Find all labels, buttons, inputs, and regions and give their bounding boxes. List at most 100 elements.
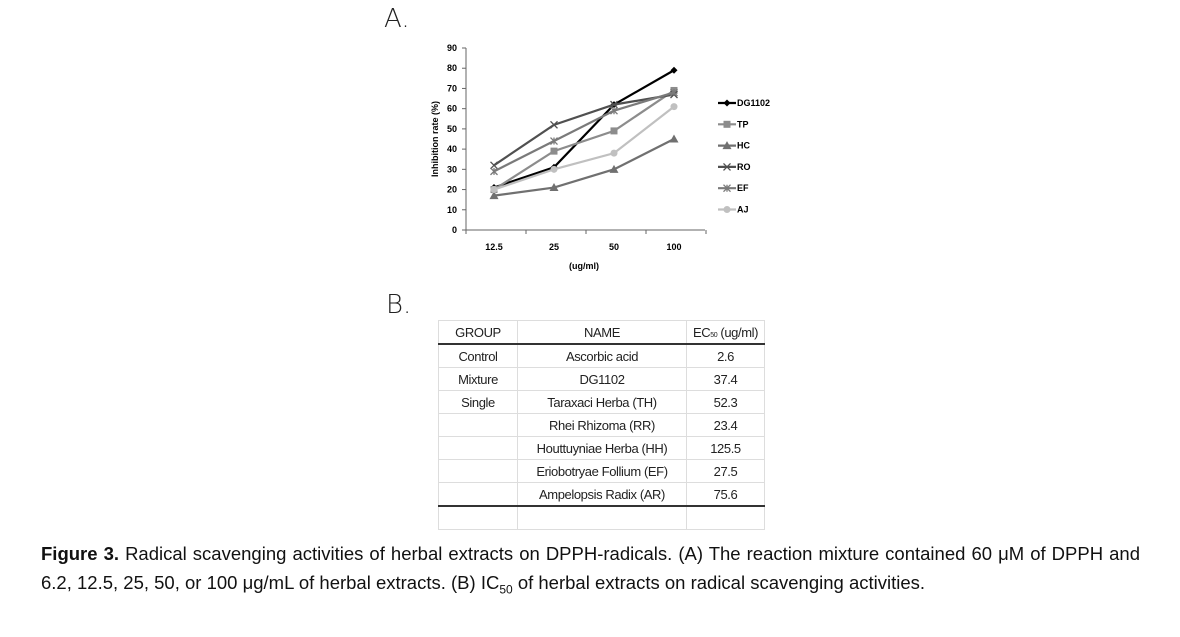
data-point xyxy=(550,120,558,129)
legend-label: DG1102 xyxy=(737,98,770,108)
series-line xyxy=(493,93,675,167)
data-point xyxy=(670,88,678,97)
cell-ec50: 37.4 xyxy=(686,367,765,391)
legend-label: AJ xyxy=(737,205,749,215)
caption-sub: 50 xyxy=(499,582,513,597)
header-name: NAME xyxy=(517,320,687,345)
data-point xyxy=(490,161,498,170)
panel-a-label: A. xyxy=(384,4,410,34)
table-row: Control Ascorbic acid 2.6 xyxy=(438,343,765,368)
table-row: Eriobotryae Follium (EF) 27.5 xyxy=(438,459,765,483)
series-line xyxy=(493,105,675,191)
cell-name: Ampelopsis Radix (AR) xyxy=(517,482,687,507)
data-point xyxy=(723,99,731,107)
data-point xyxy=(489,191,499,200)
data-point xyxy=(723,184,731,193)
cell-name: Houttuyniae Herba (HH) xyxy=(517,436,687,460)
data-point xyxy=(669,134,679,143)
table-row: Mixture DG1102 37.4 xyxy=(438,367,765,391)
data-point xyxy=(550,147,558,155)
legend-item: RO xyxy=(718,162,751,172)
table-row: Single Taraxaci Herba (TH) 52.3 xyxy=(438,390,765,414)
data-point xyxy=(670,66,678,74)
table-row: Rhei Rhizoma (RR) 23.4 xyxy=(438,413,765,437)
data-point xyxy=(723,120,731,128)
series-line xyxy=(493,69,675,189)
y-tick-label: 30 xyxy=(447,164,457,174)
cell-name: Ascorbic acid xyxy=(517,343,687,368)
data-point xyxy=(723,162,731,171)
y-axis-label: Inhibition rate (%) xyxy=(430,101,440,177)
cell-ec50: 125.5 xyxy=(686,436,765,460)
legend-item: AJ xyxy=(718,205,749,215)
series-ef xyxy=(490,88,678,176)
data-point xyxy=(670,103,678,111)
x-tick-label: 25 xyxy=(549,242,559,252)
legend-label: HC xyxy=(737,141,750,151)
cell-group xyxy=(438,413,518,437)
legend-label: RO xyxy=(737,162,751,172)
cell-ec50: 52.3 xyxy=(686,390,765,414)
x-tick-label: 100 xyxy=(666,242,681,252)
cell-ec50: 2.6 xyxy=(686,343,765,368)
y-tick-label: 50 xyxy=(447,124,457,134)
series-line xyxy=(493,138,675,197)
data-point xyxy=(610,100,618,109)
table-row: Ampelopsis Radix (AR) 75.6 xyxy=(438,482,765,507)
y-tick-label: 20 xyxy=(447,185,457,195)
y-tick-label: 10 xyxy=(447,205,457,215)
cell-name: Taraxaci Herba (TH) xyxy=(517,390,687,414)
x-tick-label: 12.5 xyxy=(485,242,503,252)
line-chart: 0 10 20 30 40 50 60 70 80 90 12.5 25 50 100 (ug/ml) Inh… xyxy=(430,43,770,271)
series-line xyxy=(493,89,675,191)
caption-label: Figure 3. xyxy=(41,543,120,564)
series-aj xyxy=(490,103,678,194)
y-tick-label: 70 xyxy=(447,83,457,93)
legend-label: TP xyxy=(737,119,749,129)
series-line xyxy=(493,91,675,173)
header-ec50: EC50 (ug/ml) xyxy=(686,320,765,345)
caption-text-end: of herbal extracts on radical scavenging… xyxy=(512,571,926,593)
cell-group xyxy=(438,482,518,507)
data-point xyxy=(490,167,498,176)
series-tp xyxy=(490,86,678,194)
empty-cell xyxy=(686,505,765,530)
data-point xyxy=(550,137,558,145)
y-tick-label: 0 xyxy=(452,225,457,235)
y-tick-label: 60 xyxy=(447,104,457,114)
data-point xyxy=(550,165,558,173)
cell-group xyxy=(438,459,518,483)
data-point xyxy=(549,183,559,192)
cell-name: Eriobotryae Follium (EF) xyxy=(517,459,687,483)
cell-ec50: 27.5 xyxy=(686,459,765,483)
series-hc xyxy=(489,134,679,200)
y-tick-label: 90 xyxy=(447,43,457,53)
legend-item: DG1102 xyxy=(718,98,770,108)
cell-group: Control xyxy=(438,343,518,368)
header-ec-sub: 50 xyxy=(710,331,718,339)
legend-item: HC xyxy=(718,141,750,151)
cell-name: Rhei Rhizoma (RR) xyxy=(517,413,687,437)
header-group: GROUP xyxy=(438,320,518,345)
y-tick-label: 80 xyxy=(447,63,457,73)
legend-item: TP xyxy=(718,119,749,129)
legend-label: EF xyxy=(737,183,749,193)
y-tick-label: 40 xyxy=(447,144,457,154)
cell-name: DG1102 xyxy=(517,367,687,391)
header-ec-unit: (ug/ml) xyxy=(717,324,759,340)
cell-group: Mixture xyxy=(438,367,518,391)
caption-text: Radical scavenging activities of herbal … xyxy=(41,543,1140,593)
empty-cell xyxy=(517,505,687,530)
series-dg1102 xyxy=(490,66,678,192)
panel-b-label: B. xyxy=(386,290,412,320)
table-row: Houttuyniae Herba (HH) 125.5 xyxy=(438,436,765,460)
data-point xyxy=(490,186,498,194)
x-axis-label: (ug/ml) xyxy=(569,261,599,271)
data-point xyxy=(610,127,618,135)
ec50-table: GROUP NAME EC50 (ug/ml) Control Ascorbic … xyxy=(438,320,765,530)
data-point xyxy=(723,206,731,213)
header-ec-text: EC xyxy=(692,324,711,340)
legend-item: EF xyxy=(718,183,749,193)
data-point xyxy=(610,106,618,115)
data-point xyxy=(722,141,732,150)
